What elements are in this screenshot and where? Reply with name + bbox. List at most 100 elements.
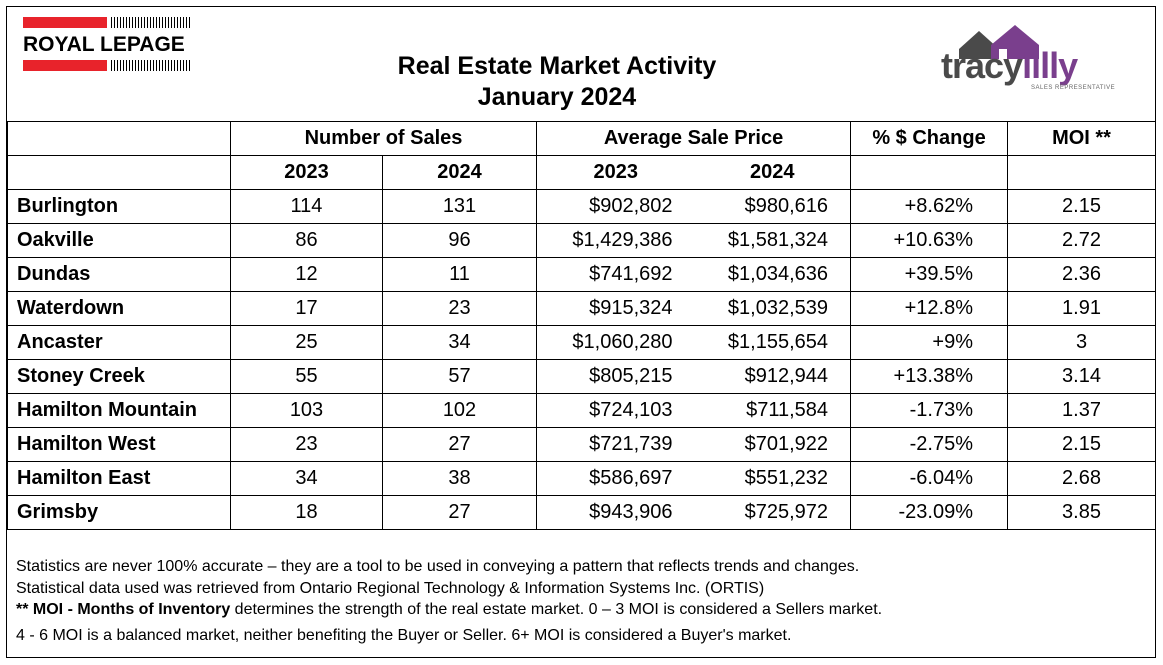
group-header-row: Number of Sales Average Sale Price % $ C… xyxy=(7,121,1157,156)
empty-header-cell xyxy=(850,155,1009,190)
sales-2024-cell: 38 xyxy=(381,461,538,496)
page-title: Real Estate Market Activity January 2024 xyxy=(317,51,797,113)
year-header-row: 2023 2024 2023 2024 xyxy=(7,155,1157,190)
price-2023-cell: $1,429,386 xyxy=(536,223,695,258)
sales-2023-cell: 34 xyxy=(230,461,383,496)
moi-cell: 2.72 xyxy=(1007,223,1157,258)
percent-change-cell: +39.5% xyxy=(850,257,1009,292)
sales-2023-cell: 12 xyxy=(230,257,383,292)
sales-2023-cell: 114 xyxy=(230,189,383,224)
price-2024-cell: $711,584 xyxy=(694,393,852,428)
sales-2024-cell: 102 xyxy=(381,393,538,428)
header-price-2023: 2023 xyxy=(536,155,695,190)
percent-change-cell: -1.73% xyxy=(850,393,1009,428)
moi-cell: 1.37 xyxy=(1007,393,1157,428)
table-row: Ancaster 25 34 $1,060,280 $1,155,654 +9% 3 xyxy=(7,325,1157,360)
header-percent-change: % $ Change xyxy=(850,121,1009,156)
area-name: Oakville xyxy=(7,223,231,258)
title-line-1: Real Estate Market Activity xyxy=(397,52,717,80)
percent-change-cell: +8.62% xyxy=(850,189,1009,224)
area-name: Waterdown xyxy=(7,291,231,326)
sales-2024-cell: 27 xyxy=(381,427,538,462)
empty-header-cell xyxy=(7,155,231,190)
empty-header-cell xyxy=(1007,155,1157,190)
table-row: Dundas 12 11 $741,692 $1,034,636 +39.5% 2.36 xyxy=(7,257,1157,292)
table-row: Oakville 86 96 $1,429,386 $1,581,324 +10.63% 2… xyxy=(7,223,1157,258)
moi-cell: 3.85 xyxy=(1007,495,1157,530)
price-2023-cell: $741,692 xyxy=(536,257,695,292)
logo-barcode xyxy=(111,60,191,71)
header-price-2024: 2024 xyxy=(694,155,852,190)
price-2023-cell: $724,103 xyxy=(536,393,695,428)
price-2024-cell: $725,972 xyxy=(694,495,852,530)
table-row: Hamilton West 23 27 $721,739 $701,922 -2.75% 2… xyxy=(7,427,1157,462)
price-2024-cell: $1,032,539 xyxy=(694,291,852,326)
area-name: Ancaster xyxy=(7,325,231,360)
percent-change-cell: -2.75% xyxy=(850,427,1009,462)
moi-cell: 3.14 xyxy=(1007,359,1157,394)
house-roof-icon xyxy=(959,25,1039,59)
price-2024-cell: $1,034,636 xyxy=(694,257,852,292)
footnote-line: Statistical data used was retrieved from… xyxy=(16,579,765,597)
empty-header-cell xyxy=(7,121,231,156)
footnote-line: 4 - 6 MOI is a balanced market, neither … xyxy=(16,626,792,644)
sales-2024-cell: 131 xyxy=(381,189,538,224)
price-2023-cell: $805,215 xyxy=(536,359,695,394)
tracylilly-logo: tracylilly SALES REPRESENTATIVE xyxy=(917,19,1127,99)
logo-barcode xyxy=(111,17,191,28)
sales-2023-cell: 25 xyxy=(230,325,383,360)
table-row: Waterdown 17 23 $915,324 $1,032,539 +12.8% 1.9… xyxy=(7,291,1157,326)
sales-2023-cell: 103 xyxy=(230,393,383,428)
logo-wordmark: tracylilly xyxy=(941,45,1078,87)
sales-2024-cell: 34 xyxy=(381,325,538,360)
logo-subtitle: SALES REPRESENTATIVE xyxy=(1031,85,1116,91)
header-sales-2024: 2024 xyxy=(381,155,538,190)
header-moi: MOI ** xyxy=(1007,121,1157,156)
header: ROYAL LEPAGE Real Estate Market Activity… xyxy=(7,7,1155,121)
price-2023-cell: $1,060,280 xyxy=(536,325,695,360)
logo-text: ROYAL LEPAGE xyxy=(23,33,185,56)
percent-change-cell: +9% xyxy=(850,325,1009,360)
logo-word-lilly: lilly xyxy=(1022,45,1078,86)
area-name: Dundas xyxy=(7,257,231,292)
header-average-sale-price: Average Sale Price xyxy=(536,121,852,156)
price-2023-cell: $721,739 xyxy=(536,427,695,462)
moi-cell: 2.36 xyxy=(1007,257,1157,292)
sales-2024-cell: 27 xyxy=(381,495,538,530)
price-2024-cell: $980,616 xyxy=(694,189,852,224)
document-frame: ROYAL LEPAGE Real Estate Market Activity… xyxy=(6,6,1157,658)
footnote-moi-definition: ** MOI - Months of Inventory xyxy=(16,601,231,618)
header-number-of-sales: Number of Sales xyxy=(229,121,538,156)
area-name: Hamilton East xyxy=(7,461,231,496)
table-row: Hamilton Mountain 103 102 $724,103 $711,584-… xyxy=(7,393,1157,428)
area-name: Stoney Creek xyxy=(7,359,231,394)
area-name: Hamilton Mountain xyxy=(7,393,231,428)
moi-cell: 2.68 xyxy=(1007,461,1157,496)
sales-2024-cell: 96 xyxy=(381,223,538,258)
percent-change-cell: +13.38% xyxy=(850,359,1009,394)
table-row: Burlington 114 131 $902,802 $980,616 +8.62% 2.… xyxy=(7,189,1157,224)
sales-2024-cell: 57 xyxy=(381,359,538,394)
footnote-moi-text: determines the strength of the real esta… xyxy=(230,601,883,618)
footnotes: Statistics are never 100% accurate – the… xyxy=(16,556,1146,646)
area-name: Grimsby xyxy=(7,495,231,530)
price-2024-cell: $551,232 xyxy=(694,461,852,496)
percent-change-cell: +10.63% xyxy=(850,223,1009,258)
table-row: Hamilton East 34 38 $586,697 $551,232 -6.04% 2… xyxy=(7,461,1157,496)
price-2024-cell: $701,922 xyxy=(694,427,852,462)
footnote-line: ** MOI - Months of Inventory determines … xyxy=(16,599,1146,621)
price-2024-cell: $912,944 xyxy=(694,359,852,394)
table-row: Stoney Creek 55 57 $805,215 $912,944 +13.38% 3… xyxy=(7,359,1157,394)
price-2023-cell: $915,324 xyxy=(536,291,695,326)
percent-change-cell: +12.8% xyxy=(850,291,1009,326)
moi-cell: 2.15 xyxy=(1007,189,1157,224)
moi-cell: 3 xyxy=(1007,325,1157,360)
header-sales-2023: 2023 xyxy=(230,155,383,190)
percent-change-cell: -23.09% xyxy=(850,495,1009,530)
moi-cell: 2.15 xyxy=(1007,427,1157,462)
sales-2023-cell: 55 xyxy=(230,359,383,394)
footnote-line: Statistics are never 100% accurate – the… xyxy=(16,558,860,575)
logo-word-tracy: tracy xyxy=(941,45,1023,86)
royal-lepage-logo: ROYAL LEPAGE xyxy=(23,17,191,71)
price-2023-cell: $943,906 xyxy=(536,495,695,530)
